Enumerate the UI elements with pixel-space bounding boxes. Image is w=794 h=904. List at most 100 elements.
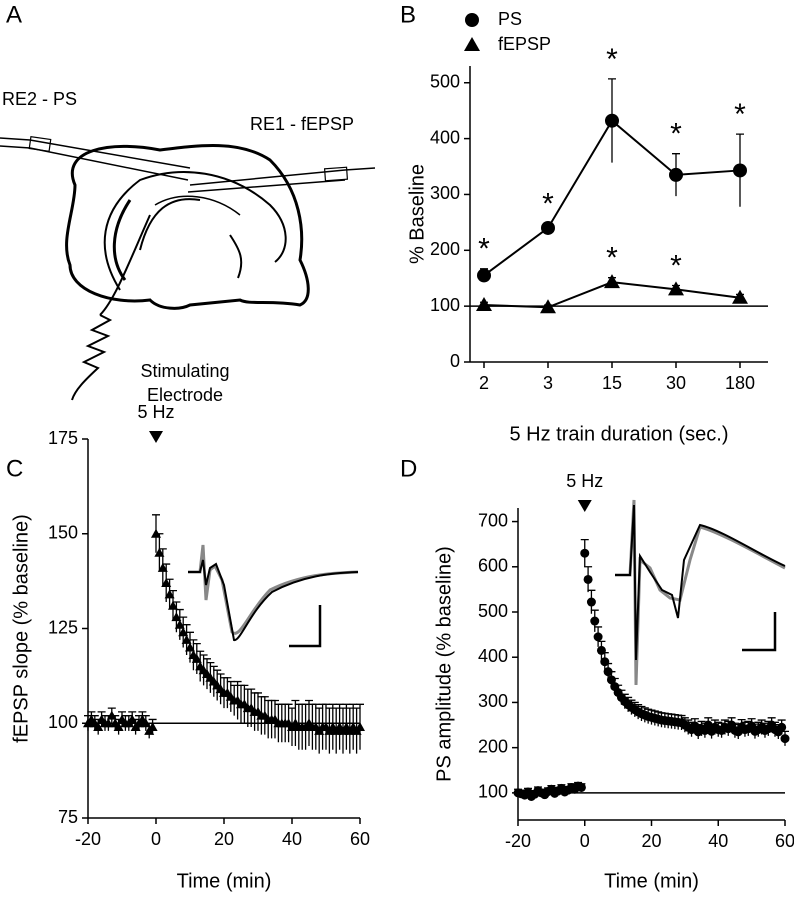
point bbox=[540, 299, 556, 314]
point bbox=[732, 289, 748, 304]
point bbox=[168, 600, 178, 610]
y-tick-label: 200 bbox=[430, 239, 460, 259]
point bbox=[606, 675, 616, 685]
electrode-label: RE2 - PS bbox=[2, 89, 77, 109]
point bbox=[477, 268, 491, 283]
point bbox=[191, 653, 202, 663]
point bbox=[669, 167, 683, 182]
event-label: 5 Hz bbox=[566, 471, 603, 491]
point bbox=[164, 589, 175, 599]
x-tick-label: 2 bbox=[479, 373, 489, 393]
x-axis-label: 5 Hz train duration (sec.) bbox=[510, 423, 729, 445]
point bbox=[171, 612, 182, 622]
y-tick-label: 600 bbox=[478, 556, 508, 576]
point bbox=[113, 722, 124, 732]
y-tick-label: 700 bbox=[478, 510, 508, 530]
point bbox=[464, 37, 480, 51]
point bbox=[605, 113, 619, 128]
x-tick-label: 60 bbox=[350, 829, 370, 849]
y-tick-label: 75 bbox=[58, 807, 78, 827]
electrode-label: Stimulating bbox=[140, 361, 229, 381]
significance-star: * bbox=[542, 187, 554, 220]
point bbox=[181, 634, 192, 644]
point bbox=[185, 642, 195, 652]
slice-drawing bbox=[0, 135, 376, 401]
x-tick-label: 30 bbox=[666, 373, 686, 393]
y-tick-label: 400 bbox=[478, 646, 508, 666]
y-tick-label: 200 bbox=[478, 736, 508, 756]
y-tick-label: 150 bbox=[48, 523, 78, 543]
x-tick-label: 0 bbox=[580, 831, 590, 851]
x-axis-label: Time (min) bbox=[604, 870, 699, 892]
x-tick-label: 0 bbox=[151, 829, 161, 849]
significance-star: * bbox=[606, 242, 618, 275]
x-tick-label: 20 bbox=[641, 831, 661, 851]
point bbox=[465, 13, 479, 27]
significance-star: * bbox=[670, 249, 682, 282]
event-label: 5 Hz bbox=[137, 402, 174, 422]
point bbox=[777, 722, 787, 732]
significance-star: * bbox=[606, 43, 618, 76]
y-tick-label: 125 bbox=[48, 617, 78, 637]
y-tick-label: 500 bbox=[478, 601, 508, 621]
point bbox=[593, 632, 603, 642]
x-tick-label: 180 bbox=[725, 373, 755, 393]
point bbox=[93, 722, 104, 732]
panel-label: B bbox=[400, 1, 416, 28]
point bbox=[541, 220, 555, 235]
point bbox=[147, 722, 158, 732]
point bbox=[586, 597, 596, 607]
y-tick-label: 100 bbox=[48, 712, 78, 732]
event-marker bbox=[577, 500, 592, 512]
point bbox=[580, 548, 590, 558]
point bbox=[576, 782, 586, 792]
y-axis-label: % Baseline bbox=[406, 164, 428, 264]
x-tick-label: -20 bbox=[75, 829, 101, 849]
y-tick-label: 400 bbox=[430, 127, 460, 147]
point bbox=[154, 547, 165, 557]
point bbox=[780, 734, 790, 744]
point bbox=[174, 619, 185, 629]
y-axis-label: PS amplitude (% baseline) bbox=[433, 546, 455, 782]
y-tick-label: 100 bbox=[478, 782, 508, 802]
y-tick-label: 100 bbox=[430, 295, 460, 315]
electrode-label: Electrode bbox=[147, 385, 223, 405]
y-tick-label: 175 bbox=[48, 428, 78, 448]
point bbox=[604, 274, 620, 289]
event-marker bbox=[149, 431, 163, 443]
significance-star: * bbox=[670, 118, 682, 151]
y-tick-label: 0 bbox=[450, 351, 460, 371]
y-tick-label: 300 bbox=[430, 183, 460, 203]
inset-traces bbox=[188, 544, 359, 648]
x-tick-label: 15 bbox=[602, 373, 622, 393]
electrode-label: RE1 - fEPSP bbox=[250, 114, 354, 134]
significance-star: * bbox=[478, 233, 490, 266]
point bbox=[157, 562, 168, 572]
x-tick-label: 20 bbox=[214, 829, 234, 849]
point bbox=[668, 281, 684, 296]
x-tick-label: 40 bbox=[708, 831, 728, 851]
panel-label: C bbox=[6, 455, 23, 482]
point bbox=[103, 718, 114, 728]
x-tick-label: 3 bbox=[543, 373, 553, 393]
point bbox=[178, 627, 189, 637]
legend-label: fEPSP bbox=[498, 34, 551, 54]
point bbox=[583, 574, 593, 584]
point bbox=[355, 722, 365, 732]
x-tick-label: 60 bbox=[775, 831, 794, 851]
inset-traces bbox=[615, 499, 786, 686]
point bbox=[161, 578, 172, 588]
y-tick-label: 500 bbox=[430, 72, 460, 92]
panel-label: D bbox=[400, 455, 417, 482]
y-tick-label: 300 bbox=[478, 691, 508, 711]
x-axis-label: Time (min) bbox=[177, 870, 272, 892]
x-tick-label: -20 bbox=[505, 831, 531, 851]
panel-label: A bbox=[6, 1, 22, 28]
point bbox=[733, 163, 747, 178]
point bbox=[590, 616, 600, 626]
point bbox=[476, 297, 492, 312]
legend-label: PS bbox=[498, 9, 522, 29]
y-axis-label: fEPSP slope (% baseline) bbox=[10, 514, 32, 743]
x-tick-label: 40 bbox=[282, 829, 302, 849]
